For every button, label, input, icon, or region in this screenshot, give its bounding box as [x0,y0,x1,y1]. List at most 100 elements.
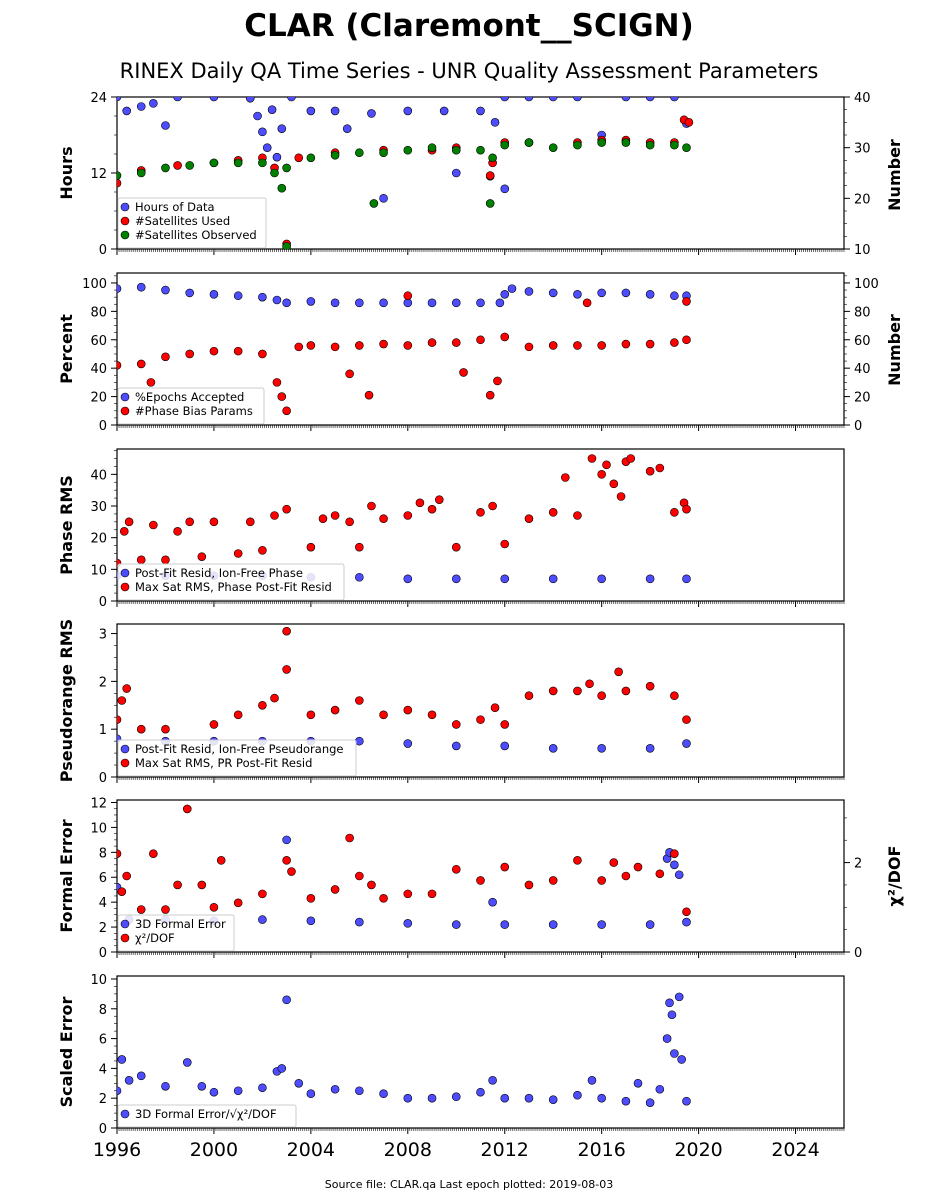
y-right-tick-label: 100 [854,277,879,292]
data-point [524,514,534,523]
data-point [209,158,219,168]
data-point [614,667,623,677]
data-point [233,710,243,720]
data-point [587,454,597,463]
x-minor-ticks [116,425,845,428]
data-point [548,876,558,885]
data-point [318,514,328,523]
data-point [258,158,267,168]
y-tick-label: 60 [90,334,107,349]
data-point [270,693,279,703]
data-point [233,898,243,908]
data-point [342,124,352,133]
data-point [117,715,122,724]
y-right-tick-label: 40 [854,91,871,106]
data-point [488,897,497,907]
data-point [645,466,655,476]
data-point [306,341,316,350]
data-point [355,736,364,746]
data-point [136,555,146,565]
y-tick-label: 40 [90,362,107,377]
data-point [161,1081,170,1091]
data-point [548,574,558,584]
data-point [451,338,461,347]
data-point [597,744,606,753]
panel-4: 0 1 2 3 Pseudorange RMS Post-Fit Resid, Ion-F… [57,619,845,786]
data-point [524,691,534,701]
data-point [451,574,461,584]
series-points [117,97,694,249]
data-point [670,97,679,102]
y-tick-label: 4 [99,896,107,911]
legend: %Epochs Accepted#Phase Bias Params [117,387,265,425]
y-tick-label: 1 [99,723,107,738]
data-point [403,919,413,928]
data-point [670,338,679,347]
data-point [597,920,606,929]
y-right-axis-label: Number [885,139,904,211]
legend: 3D Formal Error/√χ²/DOF [117,1104,297,1128]
data-point [451,145,461,155]
data-point [209,290,219,299]
data-point [258,127,267,137]
data-point [573,97,582,102]
legend-label: #Satellites Used [135,214,230,228]
data-point [282,626,291,636]
data-point [282,856,291,865]
y-tick-label: 6 [99,871,107,886]
data-point [306,297,316,306]
data-point [573,1090,582,1100]
data-point [379,148,388,158]
data-point [270,168,279,178]
data-point [645,140,655,150]
data-point [330,1084,340,1094]
data-point [500,539,510,549]
data-point [161,121,170,130]
data-point [427,143,437,152]
data-point [403,739,413,748]
data-point [355,871,364,881]
data-point [161,285,170,295]
series-1 [117,992,691,1107]
legend-label: #Satellites Observed [135,228,257,242]
legend-marker [120,202,130,212]
data-point [119,527,129,536]
data-point [645,574,655,584]
data-point [185,161,194,170]
data-point [476,876,485,885]
data-point [609,858,619,867]
legend-label: #Phase Bias Params [135,404,253,418]
y-right-tick-label: 0 [854,946,862,961]
data-point [197,880,207,890]
data-point [282,504,291,514]
data-point [258,546,267,555]
data-point [161,163,170,173]
data-point [500,920,510,929]
data-point [209,1087,219,1097]
y-right-tick-label: 60 [854,334,871,349]
data-point [633,1078,643,1088]
y-right-tick-label: 2 [854,857,862,872]
data-point [282,835,291,845]
data-point [117,887,127,896]
data-point [435,495,444,504]
series-2 [117,291,691,416]
data-point [355,696,364,705]
data-point [451,1092,461,1102]
data-point [451,542,461,552]
data-point [524,287,534,296]
data-point [621,339,631,349]
y-axis-label: Scaled Error [57,997,76,1108]
data-point [216,856,226,865]
data-point [294,153,304,163]
data-point [258,1083,267,1093]
data-point [403,705,413,715]
y-tick-label: 20 [90,391,107,406]
y-tick-label: 2 [99,1092,107,1107]
y-tick-label: 0 [99,771,107,786]
data-point [209,902,219,912]
data-point [233,549,243,558]
data-point [355,542,364,552]
data-point [476,298,485,308]
